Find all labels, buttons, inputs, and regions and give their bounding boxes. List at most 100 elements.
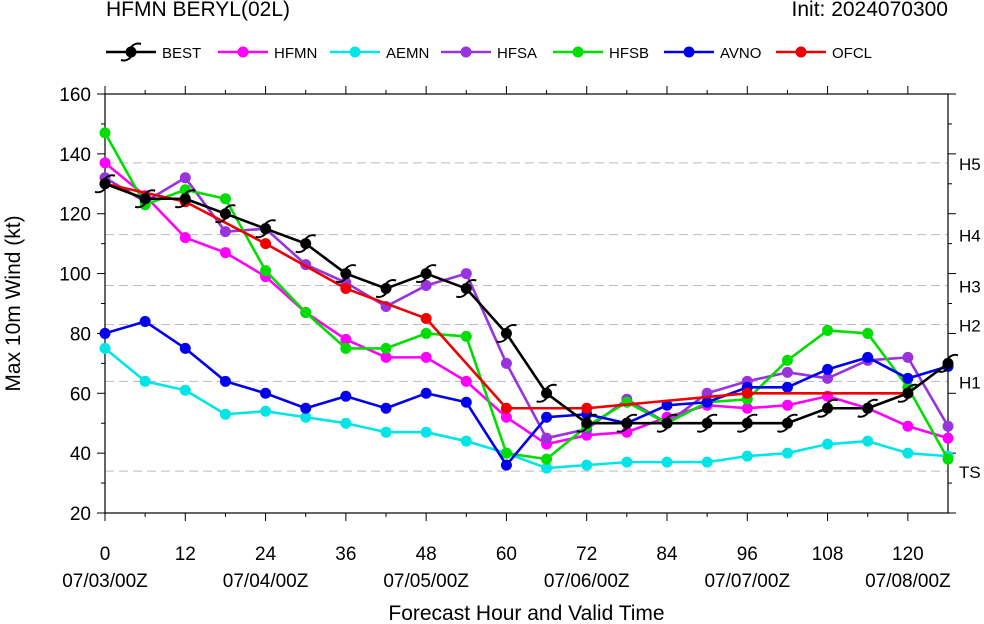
series-point-best <box>817 398 838 418</box>
series-point-best <box>375 278 397 299</box>
series-point-best <box>536 383 557 403</box>
plot-area: TS H1 H2 H3 H4 H5 20 40 60 80 100 120 140 160 0 12 24 36 4… <box>2 85 981 624</box>
hurricane-symbol-arm <box>897 397 909 403</box>
series-point-best <box>937 353 959 373</box>
series-point-best <box>857 398 879 418</box>
hurricane-symbol-core <box>219 208 231 220</box>
plot-frame <box>104 93 949 514</box>
hurricane-symbol-arm <box>947 353 959 360</box>
series-point-aemn <box>219 408 231 420</box>
hurricane-symbol-arm <box>264 219 276 225</box>
date-tick-label: 07/06/00Z <box>544 571 630 592</box>
hurricane-symbol-core <box>300 238 312 250</box>
legend-marker-hfsa <box>460 46 472 58</box>
series-point-avno <box>219 375 231 387</box>
hurricane-symbol-core <box>99 178 111 190</box>
series-point-avno <box>420 387 432 399</box>
series-point-aemn <box>541 462 553 474</box>
series-point-avno <box>380 402 392 414</box>
legend-marker-avno <box>683 46 695 58</box>
legend-label-avno: AVNO <box>720 45 761 62</box>
series-line-avno <box>104 320 949 467</box>
series-point-hfmn <box>460 375 472 387</box>
hurricane-symbol-arm <box>496 337 508 343</box>
series-point-best <box>94 174 116 194</box>
series-line-aemn <box>104 347 949 470</box>
hurricane-symbol-arm <box>666 413 678 419</box>
date-tick-label: 07/04/00Z <box>223 571 309 592</box>
hurricane-symbol-arm <box>616 427 628 433</box>
date-tick-label: 07/07/00Z <box>704 571 790 592</box>
x-tick-label: 84 <box>656 544 678 565</box>
series-point-aemn <box>99 342 111 354</box>
series-point-best <box>897 383 919 403</box>
hurricane-symbol-core <box>942 357 954 369</box>
category-label-h1: H1 <box>959 373 981 392</box>
hurricane-symbol-arm <box>536 397 548 403</box>
hurricane-symbol-core <box>139 193 151 205</box>
series-point-hfmn <box>500 411 512 423</box>
series-point-hfsb <box>420 327 432 339</box>
series-point-hfsa <box>460 268 472 280</box>
hurricane-symbol-core <box>460 283 472 295</box>
series-point-aemn <box>902 447 914 459</box>
hurricane-symbol-arm <box>656 427 668 433</box>
hurricane-symbol-arm <box>174 203 186 209</box>
y-tick-label: 160 <box>59 85 91 106</box>
series-point-aemn <box>139 375 151 387</box>
series-point-hfsa <box>219 226 231 238</box>
series-point-best <box>134 189 156 209</box>
date-tick-label: 07/03/00Z <box>62 571 148 592</box>
init-time-label: Init: 2024070300 <box>791 0 948 21</box>
hurricane-symbol-core <box>661 417 673 429</box>
hurricane-symbol-arm <box>215 217 227 224</box>
series-point-best <box>616 413 638 433</box>
series-point-aemn <box>741 450 753 462</box>
series-point-aemn <box>179 384 191 396</box>
hurricane-symbol-arm <box>505 323 517 330</box>
hurricane-symbol-core <box>340 268 352 280</box>
x-tick-label: 72 <box>576 544 597 565</box>
series-point-avno <box>902 372 914 384</box>
series-point-avno <box>822 363 834 375</box>
y-tick-label: 40 <box>70 444 91 465</box>
x-tick-label: 12 <box>175 544 196 565</box>
series-point-best <box>415 264 437 284</box>
series-point-aemn <box>621 456 633 468</box>
legend: BEST HFMN AEMN HFSA HFSB AVNO OFCL <box>106 42 872 62</box>
series-point-hfmn <box>219 247 231 259</box>
category-label-h2: H2 <box>959 316 981 335</box>
y-axis-title: Max 10m Wind (kt) <box>2 215 25 391</box>
hurricane-symbol-arm <box>335 277 347 284</box>
hurricane-symbol-arm <box>696 427 708 433</box>
series-point-hfsa <box>822 372 834 384</box>
series-point-hfsb <box>942 453 954 465</box>
x-tick-label: 96 <box>737 544 758 565</box>
series-point-best <box>295 234 317 254</box>
hurricane-symbol-core <box>741 417 753 429</box>
y-tick-label: 80 <box>70 324 91 345</box>
hurricane-symbol-core <box>541 387 553 399</box>
series-point-hfsa <box>179 172 191 184</box>
series-point-best <box>335 264 357 284</box>
legend-label-hfsa: HFSA <box>497 45 537 62</box>
hurricane-symbol-core <box>500 327 512 339</box>
series-line-hfsb <box>103 132 950 461</box>
series-point-hfsb <box>99 127 111 139</box>
series-point-hfsb <box>862 327 874 339</box>
series-point-ofcl <box>260 238 272 250</box>
series-point-hfsb <box>460 330 472 342</box>
hurricane-symbol-arm <box>545 383 557 390</box>
hurricane-symbol-arm <box>385 278 397 285</box>
series-point-hfmn <box>942 432 954 444</box>
hurricane-symbol-arm <box>455 292 467 299</box>
series-point-ofcl <box>420 312 432 324</box>
y-tick-label: 120 <box>59 205 91 226</box>
series-point-aemn <box>661 456 673 468</box>
series-point-hfsb <box>541 453 553 465</box>
legend-marker-best <box>120 42 142 62</box>
x-tick-label: 0 <box>100 544 111 565</box>
series-point-hfsb <box>260 265 272 277</box>
x-tick-label: 24 <box>255 544 277 565</box>
series-point-best <box>496 323 517 343</box>
